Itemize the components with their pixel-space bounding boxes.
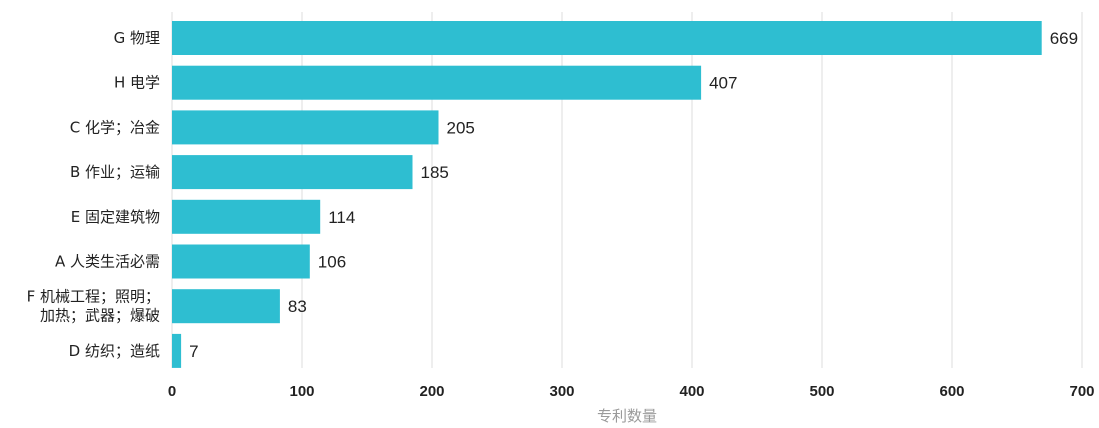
category-label: G 物理 [114, 29, 160, 47]
category-label: D 纺织；造纸 [69, 342, 160, 360]
value-label: 185 [421, 163, 449, 182]
category-label: H 电学 [114, 74, 160, 92]
value-label: 106 [318, 253, 346, 272]
x-tick-label: 400 [679, 383, 704, 400]
x-tick-label: 600 [939, 383, 964, 400]
value-label: 83 [288, 297, 307, 316]
x-tick-label: 500 [809, 383, 834, 400]
value-labels: 669 407 205 185 114 106 83 7 [189, 29, 1078, 361]
x-tick-label: 700 [1069, 383, 1094, 400]
category-label: E 固定建筑物 [71, 208, 160, 226]
category-label: F 机械工程；照明； [27, 288, 160, 306]
bar [172, 155, 413, 190]
bar [172, 333, 182, 368]
bar [172, 21, 1042, 55]
x-tick-label: 0 [168, 383, 176, 400]
category-label: B 作业；运输 [70, 163, 160, 181]
category-label: 加热；武器；爆破 [40, 307, 160, 325]
x-tick-labels: 0 100 200 300 400 500 600 700 [168, 383, 1095, 400]
bar [172, 244, 310, 279]
category-labels: G 物理 H 电学 C 化学；冶金 B 作业；运输 E 固定建筑物 A 人类生活必需 F 机… [27, 29, 160, 360]
bar [172, 110, 439, 145]
value-label: 205 [447, 118, 475, 137]
value-label: 669 [1050, 29, 1078, 48]
grid-lines [171, 12, 1083, 368]
value-label: 407 [709, 74, 737, 93]
category-label: A 人类生活必需 [55, 253, 160, 271]
category-label: C 化学；冶金 [70, 118, 160, 136]
value-label: 7 [189, 342, 198, 361]
bar [172, 65, 702, 100]
x-axis-title: 专利数量 [597, 407, 657, 425]
bars [172, 21, 1042, 368]
x-tick-label: 100 [289, 383, 314, 400]
value-label: 114 [328, 208, 355, 227]
x-tick-label: 300 [549, 383, 574, 400]
x-tick-label: 200 [419, 383, 444, 400]
bar [172, 199, 321, 234]
bar [172, 289, 280, 324]
